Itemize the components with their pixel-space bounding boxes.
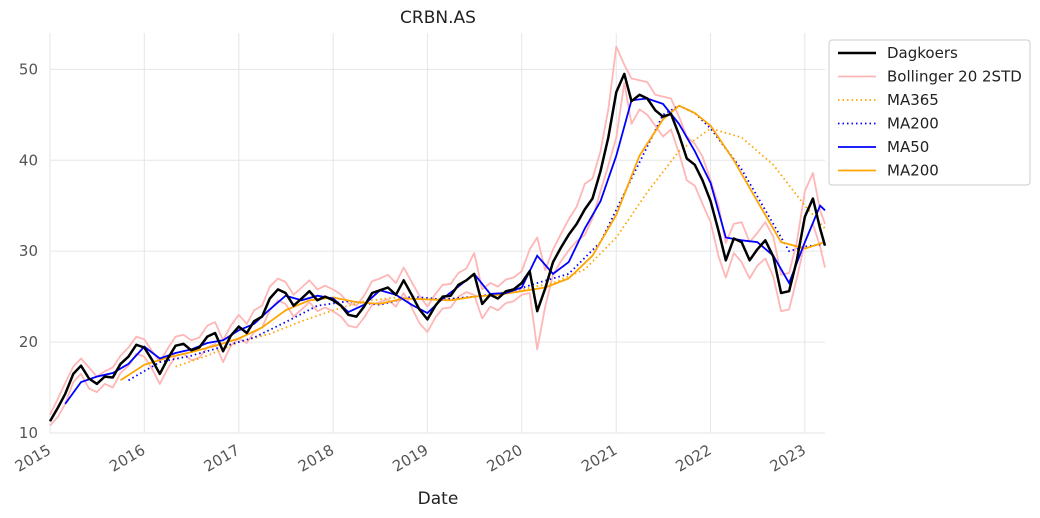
legend: Dagkoers Bollinger 20 2STD MA365 MA200 MA50 M… (828, 39, 1031, 186)
legend-label: MA200 (887, 162, 939, 180)
legend-label: MA200 (887, 115, 939, 133)
y-tick-label: 30 (19, 242, 38, 260)
y-tick-label: 10 (19, 424, 38, 442)
ma200-dotted-line (128, 104, 826, 382)
y-tick-label: 50 (19, 60, 38, 78)
series-layer (48, 45, 827, 427)
grid (49, 33, 825, 434)
chart-title: CRBN.AS (400, 8, 476, 28)
legend-box (828, 39, 1031, 186)
legend-label: MA365 (887, 91, 939, 109)
legend-label: Dagkoers (887, 44, 958, 62)
dagkoers-line (48, 72, 827, 422)
y-tick-label: 40 (19, 151, 38, 169)
bollinger-upper-line (49, 45, 826, 416)
legend-label: Bollinger 20 2STD (887, 68, 1022, 86)
legend-label: MA50 (887, 138, 929, 156)
y-tick-label: 20 (19, 333, 38, 351)
ma200-line (120, 104, 826, 382)
x-axis-title: Date (418, 489, 459, 509)
y-axis: 10 20 30 40 50 (19, 60, 38, 442)
